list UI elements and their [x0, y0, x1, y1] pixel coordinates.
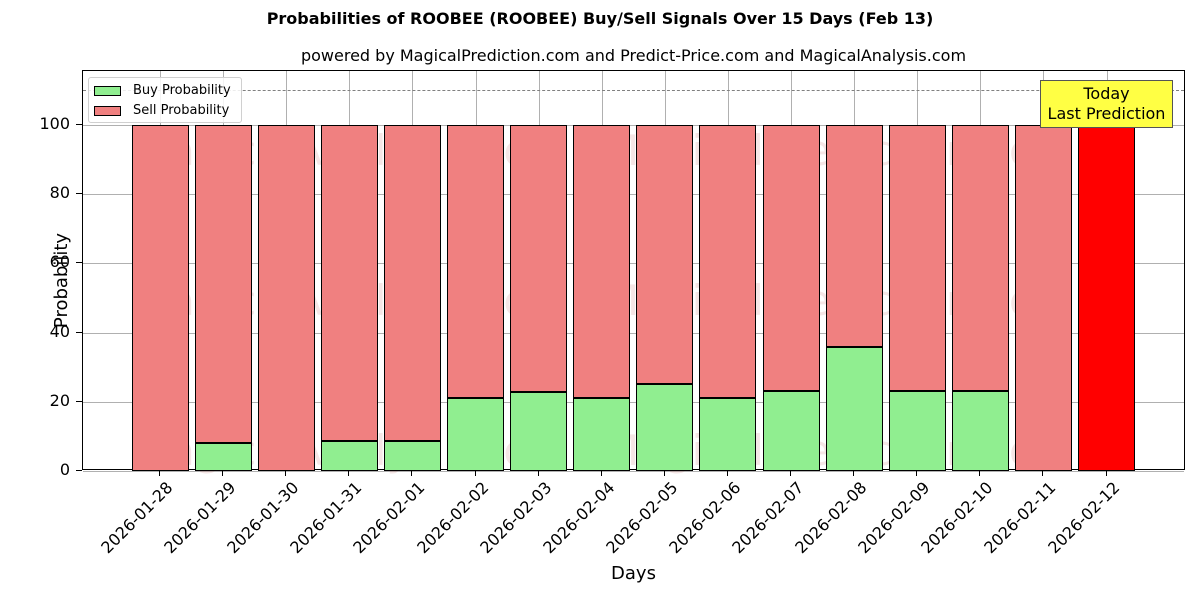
bar-buy — [699, 397, 757, 471]
x-tick-mark — [916, 470, 918, 476]
chart-title: Probabilities of ROOBEE (ROOBEE) Buy/Sel… — [266, 9, 934, 28]
bar-buy — [762, 391, 820, 471]
bar-buy — [825, 347, 883, 471]
grid-line-h — [83, 194, 1184, 196]
x-tick-mark — [159, 470, 160, 476]
legend-item-sell: Sell Probability — [94, 103, 229, 118]
legend-label-sell: Sell Probability — [133, 103, 230, 118]
y-axis-title: Probability — [51, 232, 73, 329]
bar-sell — [762, 125, 820, 392]
sell-swatch-icon — [94, 105, 121, 116]
y-tick-label: 80 — [49, 183, 70, 203]
y-tick-mark — [76, 262, 82, 264]
x-tick-mark — [285, 470, 287, 476]
bar-buy — [320, 440, 378, 471]
bar-sell — [573, 125, 631, 398]
grid-line-h — [83, 401, 1184, 403]
x-tick-mark — [1105, 470, 1107, 476]
x-tick-mark — [726, 470, 728, 476]
buy-swatch-icon — [94, 85, 121, 96]
x-tick-mark — [853, 470, 855, 476]
y-tick-mark — [76, 400, 82, 402]
bar-buy — [510, 392, 568, 471]
y-tick-mark — [76, 331, 82, 333]
bar-sell — [951, 125, 1009, 392]
bar-sell — [825, 125, 883, 348]
annotation-line2: Last Prediction — [1047, 104, 1166, 123]
x-tick-mark — [663, 470, 665, 476]
chart-subtitle: powered by MagicalPrediction.com and Pre… — [300, 46, 967, 65]
today-annotation: Today Last Prediction — [1040, 80, 1173, 128]
x-tick-mark — [1042, 470, 1044, 476]
bar-buy — [447, 397, 504, 471]
y-tick-label: 0 — [59, 460, 70, 479]
y-tick-label: 60 — [49, 252, 70, 272]
bar-sell — [888, 125, 946, 392]
y-tick-label: 40 — [49, 321, 70, 341]
legend-item-buy: Buy Probability — [94, 83, 231, 98]
bar-sell-today — [1078, 125, 1135, 471]
bar-sell — [699, 125, 757, 398]
bar-sell — [447, 125, 504, 398]
bar-sell — [194, 125, 252, 443]
bar-sell — [1014, 125, 1072, 471]
x-tick-mark — [537, 470, 539, 476]
x-tick-mark — [411, 470, 413, 476]
reference-line — [83, 90, 1184, 92]
bar-buy — [573, 397, 631, 471]
y-tick-label: 20 — [49, 390, 70, 410]
bar-sell — [510, 125, 568, 393]
y-tick-mark — [76, 193, 82, 195]
legend-label-buy: Buy Probability — [133, 83, 231, 98]
y-tick-label: 100 — [39, 114, 70, 133]
plot-area: MagicalAnalysis.comMagicalPrediction.com… — [82, 70, 1185, 475]
grid-line-h — [83, 263, 1184, 265]
x-axis-title: Days — [611, 563, 656, 584]
bar-sell — [383, 125, 441, 441]
bar-buy — [951, 391, 1009, 471]
x-tick-mark — [979, 470, 981, 476]
bar-buy — [194, 442, 252, 471]
bar-buy — [888, 391, 946, 471]
grid-line-h — [83, 332, 1184, 334]
bar-buy — [636, 384, 694, 471]
bar-sell — [257, 125, 315, 471]
bar-buy — [383, 440, 441, 471]
grid-line-h — [83, 125, 1184, 126]
bar-sell — [636, 125, 694, 385]
legend: Buy Probability Sell Probability — [88, 77, 242, 123]
x-tick-mark — [348, 470, 350, 476]
x-tick-mark — [474, 470, 476, 476]
y-tick-mark — [76, 470, 82, 471]
x-tick-mark — [600, 470, 602, 476]
y-tick-mark — [76, 124, 82, 125]
x-tick-mark — [222, 470, 224, 476]
x-tick-mark — [790, 470, 791, 476]
annotation-line1: Today — [1083, 84, 1130, 103]
grid-line-h — [83, 471, 1184, 472]
bar-sell — [131, 125, 189, 471]
bar-sell — [320, 125, 378, 441]
